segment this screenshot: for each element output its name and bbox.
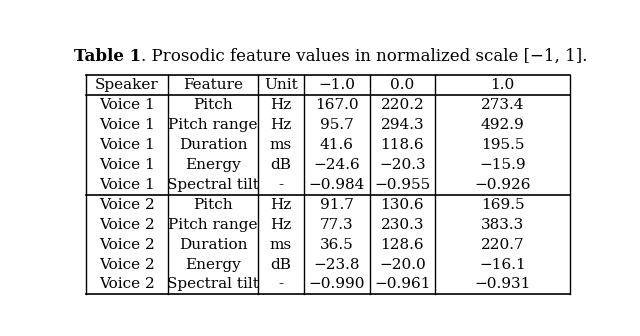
Text: −15.9: −15.9	[479, 158, 526, 172]
Text: Spectral tilt: Spectral tilt	[167, 278, 259, 291]
Text: Pitch range: Pitch range	[168, 118, 258, 132]
Text: 95.7: 95.7	[320, 118, 354, 132]
Text: 492.9: 492.9	[481, 118, 524, 132]
Text: . Prosodic feature values in normalized scale [−1, 1].: . Prosodic feature values in normalized …	[141, 48, 588, 65]
Text: Pitch range: Pitch range	[168, 218, 258, 232]
Text: 383.3: 383.3	[481, 218, 524, 232]
Text: Duration: Duration	[179, 138, 247, 152]
Text: Duration: Duration	[179, 238, 247, 252]
Text: −0.961: −0.961	[374, 278, 431, 291]
Text: −24.6: −24.6	[314, 158, 360, 172]
Text: Voice 2: Voice 2	[99, 218, 155, 232]
Text: −16.1: −16.1	[479, 257, 526, 271]
Text: 230.3: 230.3	[381, 218, 424, 232]
Text: Voice 2: Voice 2	[99, 198, 155, 212]
Text: 294.3: 294.3	[381, 118, 424, 132]
Text: Hz: Hz	[270, 218, 291, 232]
Text: Voice 2: Voice 2	[99, 278, 155, 291]
Text: dB: dB	[271, 257, 291, 271]
Text: Speaker: Speaker	[95, 78, 159, 92]
Text: ms: ms	[270, 238, 292, 252]
Text: −20.0: −20.0	[379, 257, 426, 271]
Text: Voice 1: Voice 1	[99, 178, 155, 192]
Text: −1.0: −1.0	[319, 78, 355, 92]
Text: 0.0: 0.0	[390, 78, 415, 92]
Text: Voice 1: Voice 1	[99, 118, 155, 132]
Text: 220.2: 220.2	[381, 98, 424, 112]
Text: Hz: Hz	[270, 98, 291, 112]
Text: Energy: Energy	[185, 257, 241, 271]
Text: −0.984: −0.984	[308, 178, 365, 192]
Text: 167.0: 167.0	[315, 98, 359, 112]
Text: ms: ms	[270, 138, 292, 152]
Text: 128.6: 128.6	[381, 238, 424, 252]
Text: Voice 1: Voice 1	[99, 98, 155, 112]
Text: 220.7: 220.7	[481, 238, 524, 252]
Text: Energy: Energy	[185, 158, 241, 172]
Text: 1.0: 1.0	[490, 78, 515, 92]
Text: −0.955: −0.955	[374, 178, 431, 192]
Text: 118.6: 118.6	[381, 138, 424, 152]
Text: Voice 2: Voice 2	[99, 238, 155, 252]
Text: Unit: Unit	[264, 78, 298, 92]
Text: Hz: Hz	[270, 118, 291, 132]
Text: 77.3: 77.3	[320, 218, 354, 232]
Text: 130.6: 130.6	[381, 198, 424, 212]
Text: −23.8: −23.8	[314, 257, 360, 271]
Text: Voice 2: Voice 2	[99, 257, 155, 271]
Text: Spectral tilt: Spectral tilt	[167, 178, 259, 192]
Text: 91.7: 91.7	[320, 198, 354, 212]
Text: Voice 1: Voice 1	[99, 158, 155, 172]
Text: 169.5: 169.5	[481, 198, 524, 212]
Text: 36.5: 36.5	[320, 238, 354, 252]
Text: Feature: Feature	[183, 78, 243, 92]
Text: 273.4: 273.4	[481, 98, 524, 112]
Text: −20.3: −20.3	[379, 158, 426, 172]
Text: 41.6: 41.6	[320, 138, 354, 152]
Text: Pitch: Pitch	[193, 198, 233, 212]
Text: Table 1: Table 1	[74, 48, 141, 65]
Text: −0.926: −0.926	[474, 178, 531, 192]
Text: Voice 1: Voice 1	[99, 138, 155, 152]
Text: −0.990: −0.990	[308, 278, 365, 291]
Text: -: -	[278, 178, 284, 192]
Text: -: -	[278, 278, 284, 291]
Text: dB: dB	[271, 158, 291, 172]
Text: Pitch: Pitch	[193, 98, 233, 112]
Text: Hz: Hz	[270, 198, 291, 212]
Text: 195.5: 195.5	[481, 138, 524, 152]
Text: −0.931: −0.931	[474, 278, 531, 291]
